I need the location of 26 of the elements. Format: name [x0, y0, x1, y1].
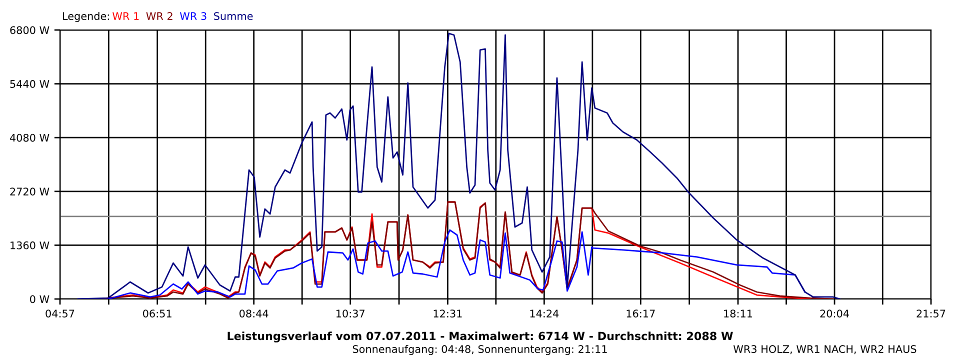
x-tick-label: 18:11 — [724, 310, 752, 318]
x-tick-label: 08:44 — [240, 310, 268, 318]
y-tick-label: 0 W — [30, 295, 50, 304]
y-tick-label: 6800 W — [10, 26, 50, 34]
x-tick-label: 21:57 — [916, 310, 946, 318]
y-tick-label: 4080 W — [10, 134, 50, 142]
text: WR3 HOLZ, WR1 NACH, WR2 HAUS — [733, 345, 916, 354]
y-tick-label: 1360 W — [10, 241, 50, 250]
line-series — [77, 32, 840, 299]
x-tick-label: 14:24 — [530, 310, 559, 318]
x-tick-label: 20:04 — [820, 310, 849, 318]
text: Summe — [214, 12, 253, 20]
x-tick-label: 06:51 — [143, 310, 172, 318]
text: WR 2 — [146, 12, 172, 20]
text: WR 1 — [112, 12, 139, 20]
x-tick-label: 12:31 — [434, 310, 462, 318]
x-tick-label: 04:57 — [46, 310, 74, 318]
text: Leistungsverlauf vom 07.07.2011 - Maximalwert: 6714 W - Durchschnitt: 2088 W — [228, 332, 733, 342]
y-tick-label: 2720 W — [10, 188, 50, 196]
x-tick-label: 16:17 — [626, 310, 655, 318]
x-tick-label: 10:37 — [336, 310, 364, 318]
text: Sonnenaufgang: 04:48, Sonnenuntergang: 21:11 — [352, 344, 607, 356]
line-series — [107, 229, 806, 299]
legend-title: Legende: — [63, 12, 109, 22]
y-tick-label: 5440 W — [10, 80, 50, 88]
text: WR 3 — [180, 12, 206, 20]
